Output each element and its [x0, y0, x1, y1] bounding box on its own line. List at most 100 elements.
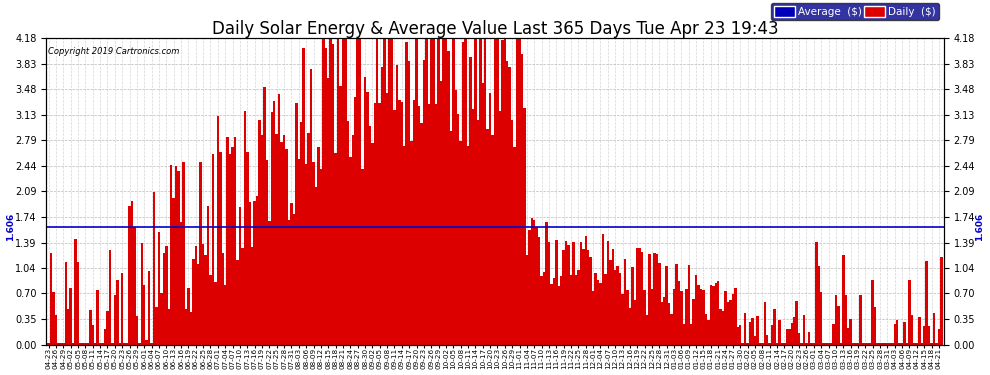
- Bar: [786, 328, 788, 345]
- Bar: [516, 38, 519, 345]
- Bar: [162, 253, 165, 345]
- Bar: [923, 326, 926, 345]
- Title: Daily Solar Energy & Average Value Last 365 Days Tue Apr 23 19:43: Daily Solar Energy & Average Value Last …: [212, 20, 778, 38]
- Bar: [781, 344, 783, 345]
- Bar: [911, 315, 913, 345]
- Bar: [861, 343, 864, 345]
- Bar: [283, 135, 285, 345]
- Bar: [847, 328, 849, 345]
- Bar: [87, 343, 89, 345]
- Bar: [229, 154, 232, 345]
- Bar: [727, 302, 730, 345]
- Bar: [584, 237, 587, 345]
- Bar: [823, 343, 825, 345]
- Bar: [560, 276, 562, 345]
- Bar: [278, 94, 280, 345]
- Bar: [64, 262, 67, 345]
- Bar: [330, 38, 332, 345]
- Bar: [732, 294, 735, 345]
- Bar: [899, 343, 901, 345]
- Bar: [232, 147, 234, 345]
- Bar: [735, 288, 737, 345]
- Bar: [906, 343, 908, 345]
- Bar: [354, 97, 356, 345]
- Bar: [771, 325, 773, 345]
- Bar: [443, 38, 445, 345]
- Bar: [462, 42, 464, 345]
- Bar: [629, 308, 631, 345]
- Bar: [489, 93, 491, 345]
- Bar: [830, 343, 833, 345]
- Bar: [418, 106, 420, 345]
- Bar: [192, 260, 195, 345]
- Bar: [219, 152, 222, 345]
- Bar: [761, 344, 763, 345]
- Bar: [214, 282, 217, 345]
- Bar: [337, 38, 340, 345]
- Bar: [165, 246, 167, 345]
- Bar: [622, 294, 624, 345]
- Bar: [690, 324, 692, 345]
- Bar: [209, 275, 212, 345]
- Bar: [258, 120, 260, 345]
- Bar: [871, 280, 874, 345]
- Bar: [938, 329, 940, 345]
- Bar: [567, 244, 570, 345]
- Bar: [250, 248, 253, 345]
- Bar: [361, 169, 363, 345]
- Bar: [177, 171, 180, 345]
- Bar: [91, 326, 94, 345]
- Bar: [285, 150, 288, 345]
- Bar: [150, 343, 152, 345]
- Bar: [835, 296, 838, 345]
- Bar: [705, 314, 707, 345]
- Bar: [62, 343, 64, 345]
- Bar: [746, 344, 748, 345]
- Bar: [310, 69, 312, 345]
- Bar: [134, 227, 136, 345]
- Bar: [265, 160, 268, 345]
- Bar: [854, 343, 856, 345]
- Bar: [869, 343, 871, 345]
- Bar: [896, 320, 899, 345]
- Bar: [136, 316, 139, 345]
- Text: 1.606: 1.606: [975, 213, 984, 241]
- Bar: [936, 343, 938, 345]
- Bar: [577, 270, 579, 345]
- Bar: [411, 141, 413, 345]
- Bar: [415, 38, 418, 345]
- Bar: [381, 67, 383, 345]
- Bar: [619, 273, 622, 345]
- Bar: [106, 311, 109, 345]
- Bar: [452, 38, 454, 345]
- Bar: [820, 292, 823, 345]
- Bar: [572, 242, 575, 345]
- Bar: [758, 344, 761, 345]
- Bar: [712, 286, 715, 345]
- Bar: [349, 157, 351, 345]
- Bar: [894, 324, 896, 345]
- Bar: [763, 303, 766, 345]
- Bar: [815, 242, 818, 345]
- Bar: [79, 343, 82, 345]
- Bar: [57, 343, 59, 345]
- Bar: [383, 38, 386, 345]
- Bar: [248, 202, 250, 345]
- Bar: [570, 274, 572, 345]
- Bar: [926, 261, 928, 345]
- Bar: [528, 230, 531, 345]
- Bar: [538, 237, 541, 345]
- Bar: [139, 343, 141, 345]
- Bar: [207, 206, 209, 345]
- Bar: [273, 101, 275, 345]
- Bar: [471, 109, 474, 345]
- Bar: [244, 111, 247, 345]
- Bar: [639, 248, 641, 345]
- Bar: [653, 253, 655, 345]
- Bar: [204, 255, 207, 345]
- Bar: [864, 343, 866, 345]
- Bar: [131, 201, 134, 345]
- Bar: [101, 343, 104, 345]
- Bar: [378, 103, 381, 345]
- Bar: [322, 38, 325, 345]
